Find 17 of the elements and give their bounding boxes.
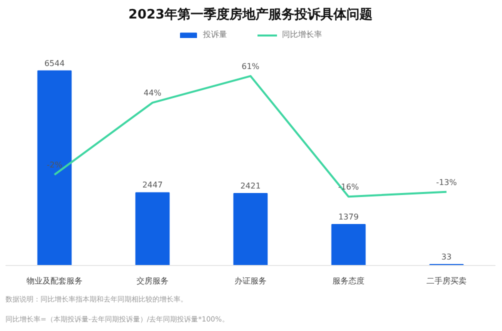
x-tick-label: 物业及配套服务 bbox=[26, 276, 82, 286]
data-label: 2447 bbox=[142, 180, 163, 190]
data-label: 33 bbox=[441, 252, 452, 262]
data-label: 1379 bbox=[338, 212, 359, 222]
x-tick-label: 交房服务 bbox=[136, 276, 168, 286]
data-label: 61% bbox=[242, 62, 260, 72]
data-label: 44% bbox=[144, 88, 162, 98]
data-label: -2% bbox=[46, 160, 63, 170]
x-tick-label: 二手房买卖 bbox=[426, 276, 466, 286]
legend-label: 同比增长率 bbox=[282, 29, 322, 40]
x-tick-label: 办证服务 bbox=[234, 276, 266, 286]
data-label: 2421 bbox=[240, 181, 261, 190]
data-label: -13% bbox=[436, 178, 458, 187]
legend-label: 投诉量 bbox=[203, 29, 227, 40]
data-label: 6544 bbox=[44, 58, 65, 68]
x-tick-label: 服务态度 bbox=[332, 276, 364, 286]
chart-title: 2023年第一季度房地产服务投诉具体问题 bbox=[128, 6, 373, 22]
